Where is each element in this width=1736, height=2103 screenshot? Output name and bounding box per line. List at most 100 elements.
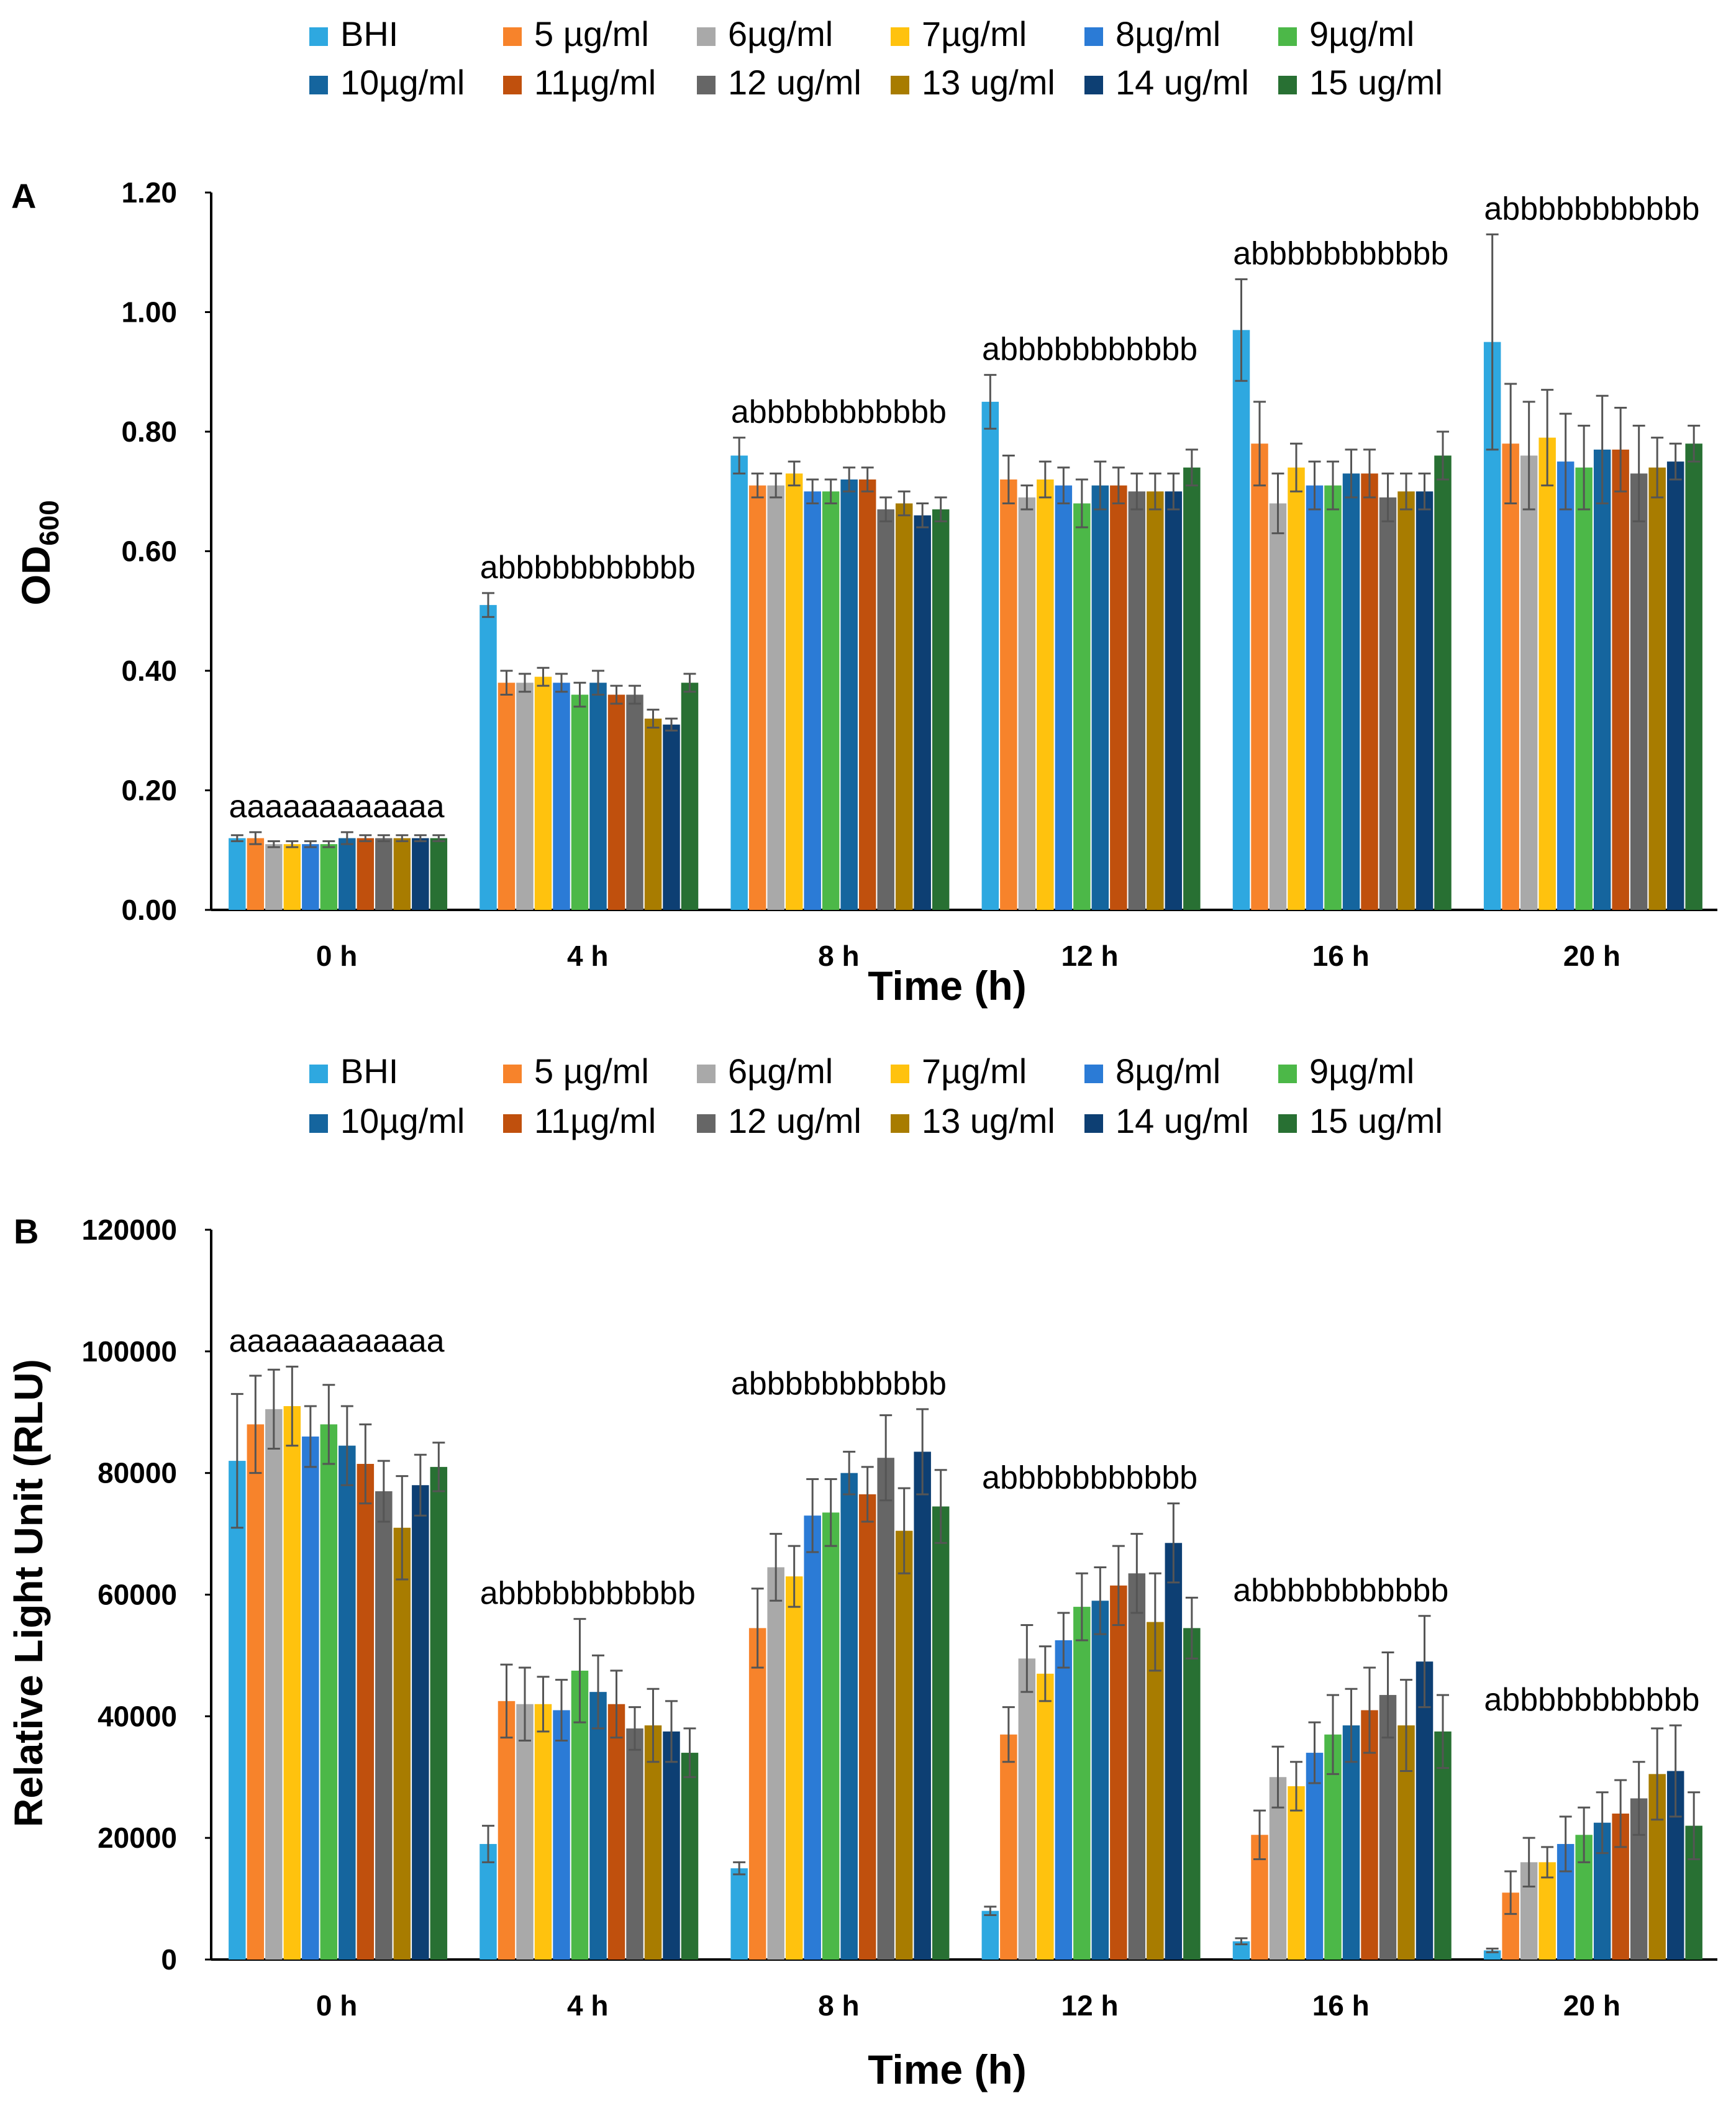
bar	[589, 1692, 607, 1960]
bar	[1055, 485, 1073, 910]
bar	[265, 844, 283, 910]
legend-swatch	[503, 76, 522, 94]
bar	[1630, 473, 1648, 910]
bar	[1269, 503, 1287, 910]
legend-label: BHI	[340, 1052, 398, 1091]
bar	[534, 676, 552, 910]
legend-swatch	[309, 1065, 328, 1083]
bar	[626, 694, 643, 910]
bar	[1342, 1725, 1360, 1960]
legend-label: 5 µg/ml	[534, 14, 649, 53]
significance-label: abbbbbbbbbbb	[731, 394, 947, 430]
legend-swatch	[697, 27, 716, 46]
legend-label: 12 ug/ml	[728, 1101, 861, 1140]
bar	[1037, 479, 1054, 910]
bar	[412, 838, 429, 910]
x-tick-label: 4 h	[567, 1989, 608, 2022]
y-tick-label: 0.80	[121, 416, 177, 448]
legend-swatch	[1278, 1065, 1297, 1083]
significance-label: abbbbbbbbbbb	[480, 550, 696, 586]
bar	[1055, 1640, 1073, 1960]
bar	[663, 724, 680, 910]
panel-label: A	[11, 176, 36, 216]
bar	[553, 683, 570, 910]
bar	[479, 1843, 497, 1960]
legend-swatch	[503, 1114, 522, 1133]
bar	[1128, 491, 1146, 910]
significance-label: abbbbbbbbbbb	[1484, 1682, 1699, 1718]
x-tick-label: 12 h	[1061, 1989, 1119, 2022]
bar	[302, 844, 319, 910]
x-tick-label: 20 h	[1563, 1989, 1620, 2022]
bar	[1361, 473, 1378, 910]
bar	[1502, 443, 1519, 910]
y-axis-title-main: Relative Light Unit (RLU)	[6, 1359, 51, 1827]
bar	[644, 1725, 662, 1960]
bar	[858, 1494, 876, 1960]
bar	[1306, 1753, 1324, 1960]
bar	[1183, 467, 1201, 910]
bar	[1612, 449, 1629, 910]
legend-swatch	[697, 1065, 716, 1083]
bar	[981, 401, 999, 910]
bar	[393, 838, 411, 910]
legend-swatch	[1084, 1114, 1103, 1133]
legend-swatch	[697, 76, 716, 94]
bar	[1538, 1862, 1556, 1960]
bar	[1128, 1573, 1146, 1960]
bar	[1251, 443, 1268, 910]
bar	[1342, 473, 1360, 910]
bar	[877, 1458, 894, 1960]
significance-label: aaaaaaaaaaaa	[229, 789, 445, 825]
legend-swatch	[891, 27, 909, 46]
legend-label: 8µg/ml	[1116, 14, 1220, 53]
bar	[339, 838, 356, 910]
x-tick-label: 0 h	[316, 1989, 357, 2022]
bar	[1434, 1731, 1452, 1960]
bar	[914, 1451, 931, 1960]
legend-swatch	[891, 1114, 909, 1133]
bar	[767, 485, 784, 910]
bar	[1165, 491, 1183, 910]
bar	[1538, 437, 1556, 910]
bar	[1018, 497, 1036, 910]
bar	[1593, 449, 1611, 910]
x-tick-label: 20 h	[1563, 940, 1620, 972]
y-tick-label: 80000	[98, 1457, 177, 1489]
bar	[516, 1704, 534, 1960]
legend-swatch	[697, 1114, 716, 1133]
bar	[283, 844, 301, 910]
bar	[840, 479, 858, 910]
bar	[1324, 485, 1342, 910]
bar	[748, 1628, 766, 1960]
x-axis-title: Time (h)	[868, 963, 1026, 1009]
bar	[895, 1530, 913, 1960]
bar	[1110, 1585, 1127, 1960]
bar	[1575, 467, 1593, 910]
significance-label: abbbbbbbbbbb	[1233, 236, 1448, 272]
x-tick-label: 16 h	[1312, 940, 1370, 972]
legend-swatch	[309, 76, 328, 94]
legend-label: 14 ug/ml	[1116, 1101, 1249, 1140]
bars	[229, 1365, 1702, 1960]
legend-label: 7µg/ml	[922, 1052, 1027, 1091]
bar	[804, 1515, 821, 1960]
bar	[229, 838, 246, 910]
bar	[914, 515, 931, 910]
chart-panel-b: BHI 5 µg/ml 6µg/ml 7µg/ml 8µg/ml 9µg/ml 10µg/m…	[6, 1052, 1717, 2092]
legend-label: 15 ug/ml	[1309, 63, 1443, 102]
bar	[1110, 485, 1127, 910]
panel-label: B	[14, 1212, 39, 1251]
bar	[895, 503, 913, 910]
bar	[1416, 1661, 1434, 1960]
bar	[858, 479, 876, 910]
y-axis-title-main: OD	[14, 546, 58, 606]
significance-label: abbbbbbbbbbb	[982, 332, 1197, 368]
x-tick-label: 4 h	[567, 940, 608, 972]
bar	[553, 1710, 570, 1960]
y-tick-label: 120000	[82, 1214, 178, 1246]
legend-swatch	[1084, 27, 1103, 46]
y-tick-label: 0.40	[121, 655, 177, 687]
bar	[1232, 330, 1250, 910]
legend-label: 14 ug/ml	[1116, 63, 1249, 102]
